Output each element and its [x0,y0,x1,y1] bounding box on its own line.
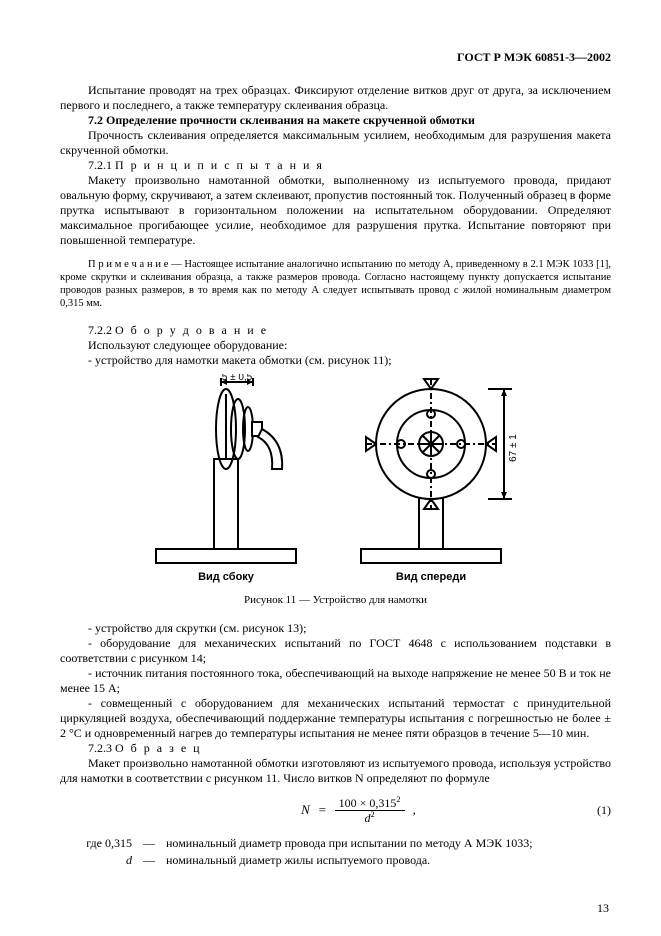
equip-item: - устройство для намотки макета обмотки … [60,353,611,368]
equip-item: - оборудование для механических испытани… [60,636,611,666]
equip-item: - устройство для скрутки (см. рисунок 13… [60,621,611,636]
formula-lhs: N [301,802,310,818]
equip-item: - совмещенный с оборудованием для механи… [60,696,611,741]
label-front: Вид спереди [395,571,465,583]
formula-num: 100 × 0,315 [339,796,397,810]
eq-number: (1) [597,803,611,818]
where-line: где 0,315 — номинальный диаметр провода … [60,836,611,851]
page-number: 13 [597,901,609,916]
paragraph: Макет произвольно намотанной обмотки изг… [60,756,611,786]
where-dash: — [140,853,158,868]
figure-11: 5 ± 0,5 67 ± 1 Вид сбоку Вид спер [60,374,611,588]
formula-den-sup: 2 [371,810,375,819]
where-txt: номинальный диаметр провода при испытани… [166,836,611,851]
num: 7.2.1 [88,158,112,172]
note: П р и м е ч а н и е — Настоящее испытани… [60,258,611,311]
heading-text: О б р а з е ц [115,741,202,755]
where-txt: номинальный диаметр жилы испытуемого про… [166,853,611,868]
where-sym: d [60,853,132,868]
doc-header: ГОСТ Р МЭК 60851-3—2002 [60,50,611,65]
heading-text: О б о р у д о в а н и е [115,323,268,337]
dim-side: 67 ± 1 [508,433,519,461]
section-7-2-1: 7.2.1 П р и н ц и п и с п ы т а н и я [60,158,611,173]
label-side: Вид сбоку [198,571,255,583]
num: 7.2.2 [88,323,112,337]
paragraph: Используют следующее оборудование: [60,338,611,353]
where-dash: — [140,836,158,851]
section-7-2-2: 7.2.2 О б о р у д о в а н и е [60,323,611,338]
formula-1: N = 100 × 0,3152 d2 , (1) [60,796,611,824]
dim-top: 5 ± 0,5 [221,374,252,383]
paragraph: Испытание проводят на трех образцах. Фик… [60,83,611,113]
paragraph: Макету произвольно намотанной обмотки, в… [60,173,611,248]
formula-num-sup: 2 [396,795,400,804]
heading-text: П р и н ц и п и с п ы т а н и я [115,158,324,172]
section-7-2-3: 7.2.3 О б р а з е ц [60,741,611,756]
figure-caption: Рисунок 11 — Устройство для намотки [60,594,611,608]
paragraph: Прочность склеивания определяется максим… [60,128,611,158]
where-line: d — номинальный диаметр жилы испытуемого… [60,853,611,868]
num: 7.2.3 [88,741,112,755]
section-7-2: 7.2 Определение прочности склеивания на … [60,113,611,128]
where-sym: где 0,315 [60,836,132,851]
equip-item: - источник питания постоянного тока, обе… [60,666,611,696]
